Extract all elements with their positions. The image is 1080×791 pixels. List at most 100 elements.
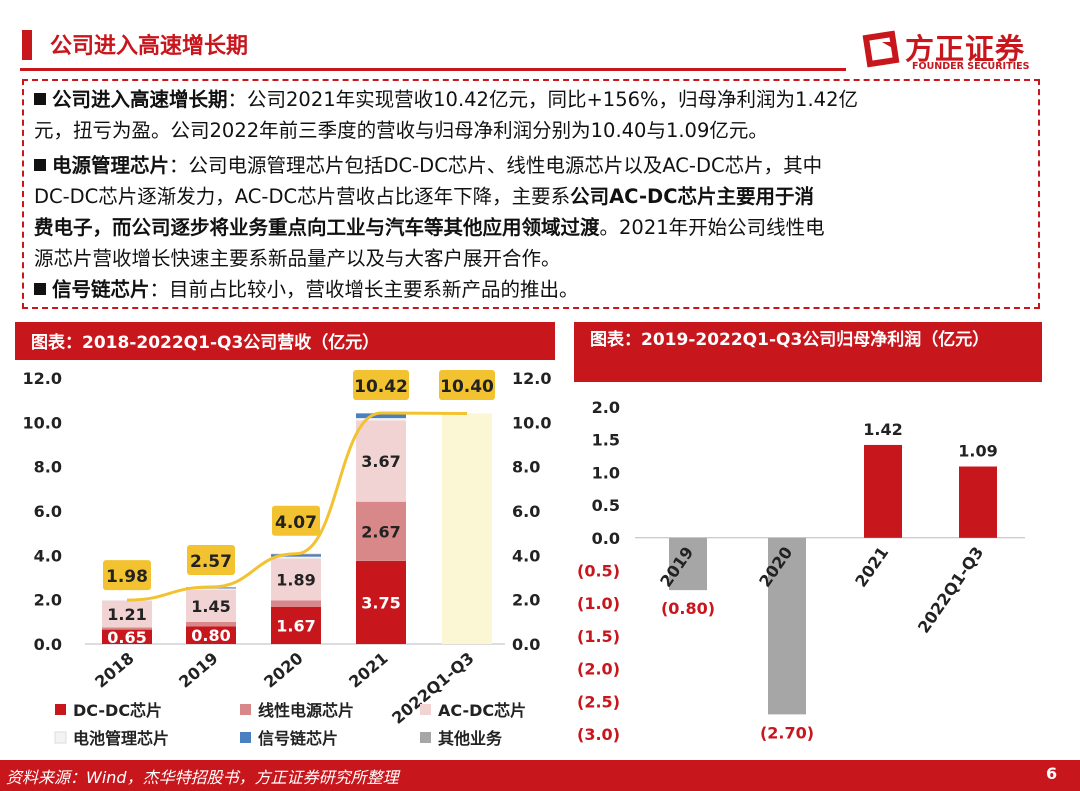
legend-swatch [54, 731, 67, 744]
x-tick-label: 2022Q1-Q3 [914, 543, 987, 636]
total-label-box [439, 370, 495, 400]
x-tick-label: 2021 [851, 543, 892, 590]
bullet-square-icon [34, 93, 46, 105]
data-label: 1.89 [276, 570, 315, 589]
bar-segment [186, 626, 236, 644]
total-label: 10.42 [354, 377, 408, 397]
para-2-line-4: 源芯片营收增长快速主要系新品量产以及与大客户展开合作。 [34, 247, 561, 270]
para-1-heading: 公司进入高速增长期 [52, 88, 228, 111]
summary-para-1: 公司进入高速增长期：公司2021年实现营收10.42亿元，同比+156%，归母净… [34, 84, 1034, 146]
legend-swatch [240, 732, 251, 743]
profit-bar [768, 537, 806, 715]
para-2-line-2b: 公司AC-DC芯片主要用于消 [570, 185, 815, 208]
para-2-line-3b: 。2021年开始公司线性电 [599, 216, 825, 239]
summary-para-2: 电源管理芯片：公司电源管理芯片包括DC-DC芯片、线性电源芯片以及AC-DC芯片… [34, 150, 1034, 274]
total-label-box [353, 370, 409, 400]
bar-segment [186, 589, 236, 622]
legend-label: DC-DC芯片 [73, 701, 162, 720]
profit-bar [959, 466, 997, 538]
y-tick: 0.5 [592, 496, 620, 515]
logo-text-cn: 方正证券 [905, 32, 1026, 66]
y-tick: (2.0) [577, 660, 620, 679]
y-tick-left: 8.0 [34, 458, 62, 477]
total-label-box [187, 545, 235, 576]
y-tick-left: 10.0 [23, 413, 62, 432]
bar-segment [102, 629, 152, 644]
para-2-line-2a: DC-DC芯片逐渐发力，AC-DC芯片营收占比逐年下降，主要系 [34, 185, 571, 208]
y-tick-right: 0.0 [512, 635, 540, 654]
y-tick: 2.0 [592, 398, 620, 417]
y-tick-right: 6.0 [512, 502, 540, 521]
y-tick-left: 2.0 [34, 591, 62, 610]
profit-bar [669, 537, 707, 591]
bar-segment [271, 600, 321, 607]
summary-para-3: 信号链芯片：目前占比较小，营收增长主要系新产品的推出。 [34, 274, 1034, 305]
legend-label: 线性电源芯片 [258, 701, 354, 720]
bar-segment [186, 588, 236, 590]
profit-bar [864, 444, 902, 538]
data-label: 3.67 [361, 452, 400, 471]
total-label: 2.57 [190, 552, 232, 572]
bar-segment [102, 627, 152, 630]
bar-segment [356, 418, 406, 421]
total-line [126, 411, 468, 602]
x-tick-label: 2020 [260, 649, 306, 692]
data-label: 0.80 [191, 626, 230, 645]
bar-segment [271, 556, 321, 559]
page-title: 公司进入高速增长期 [50, 34, 249, 59]
x-tick-label: 2019 [175, 649, 221, 692]
y-tick: (3.0) [577, 725, 620, 744]
data-label: 0.65 [107, 628, 146, 647]
bullet-square-icon [34, 159, 46, 171]
legend-label: 信号链芯片 [258, 729, 338, 748]
para-3-text: ：目前占比较小，营收增长主要系新产品的推出。 [149, 278, 579, 301]
y-tick: 1.5 [592, 431, 620, 450]
para-3-heading: 信号链芯片 [52, 278, 150, 301]
para-2-line-1: ：公司电源管理芯片包括DC-DC芯片、线性电源芯片以及AC-DC芯片，其中 [169, 154, 823, 177]
bar-segment [356, 501, 406, 561]
total-label: 1.98 [106, 567, 148, 587]
y-tick: (0.5) [577, 562, 620, 581]
legend-label: 电池管理芯片 [73, 729, 169, 748]
x-tick-label: 2021 [345, 649, 391, 692]
logo-text-en: FOUNDER SECURITIES [912, 61, 1030, 72]
legend-swatch [55, 704, 66, 715]
founder-logo-icon [862, 30, 900, 68]
para-2-line-3a: 费电子，而公司逐步将业务重点向工业与汽车等其他应用领域过渡 [34, 216, 600, 239]
y-tick-left: 0.0 [34, 635, 62, 654]
data-label: 1.45 [191, 597, 230, 616]
y-tick-left: 4.0 [34, 546, 62, 565]
source-note: 资料来源：Wind，杰华特招股书，方正证券研究所整理 [6, 768, 399, 787]
revenue-chart: 0.0 0.0 2.0 2.0 4.0 4.0 6.0 6.0 8.0 8.0 10.0 10.0 12… [23, 369, 552, 748]
bar-total-2022 [442, 413, 492, 644]
bar-segment [356, 413, 406, 419]
y-tick: (1.5) [577, 627, 620, 646]
legend-swatch [420, 704, 431, 715]
data-label: 3.75 [361, 593, 400, 612]
legend-label: AC-DC芯片 [438, 701, 526, 720]
y-tick-right: 8.0 [512, 458, 540, 477]
chart-1-title: 图表：2018-2022Q1-Q3公司营收（亿元） [15, 322, 555, 360]
para-1-line-1: ：公司2021年实现营收10.42亿元，同比+156%，归母净利润为1.42亿 [227, 88, 858, 111]
x-tick-label: 2018 [91, 649, 137, 692]
bar-segment [356, 420, 406, 502]
data-label: 1.21 [107, 605, 146, 624]
y-tick: (2.5) [577, 692, 620, 711]
legend-label: 其他业务 [438, 729, 503, 748]
title-accent-bar [22, 30, 32, 60]
bar-segment [356, 560, 406, 644]
page-number: 6 [1046, 764, 1058, 783]
bar-segment [271, 554, 321, 557]
data-label: (2.70) [760, 723, 814, 742]
y-tick-left: 12.0 [23, 369, 62, 388]
data-label: 1.09 [958, 442, 997, 461]
net-profit-chart: 2.0 1.5 1.0 0.5 0.0 (0.5) (1.0) (1.5) (2.0) (2.5)… [577, 398, 1025, 744]
bar-segment [271, 606, 321, 644]
footer-bar [0, 760, 1080, 791]
data-label: 1.67 [276, 616, 315, 635]
y-tick: 0.0 [592, 529, 620, 548]
legend-swatch [420, 732, 431, 743]
bar-segment [102, 600, 152, 628]
y-tick-right: 2.0 [512, 591, 540, 610]
total-label-box [272, 505, 320, 536]
